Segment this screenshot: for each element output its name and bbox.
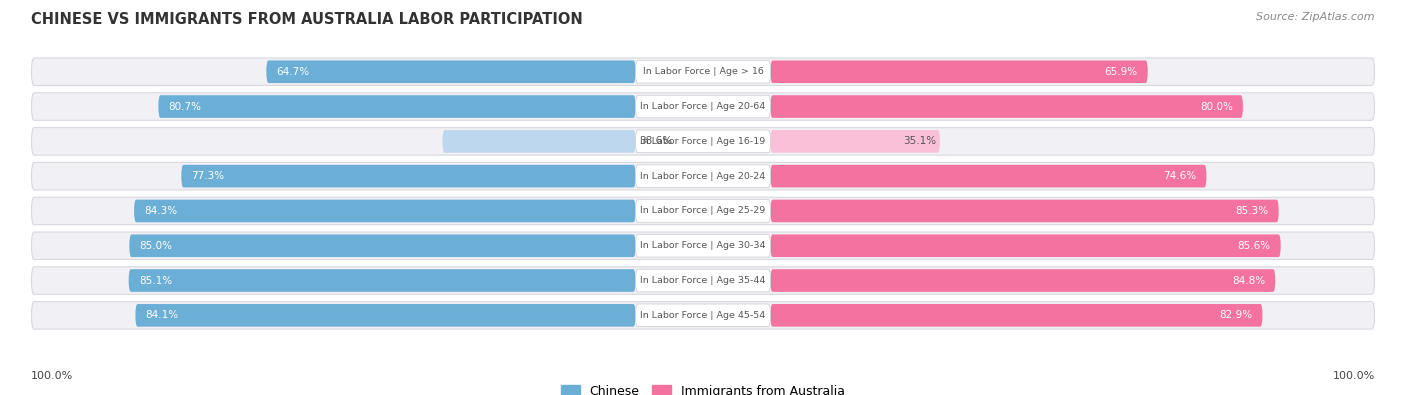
Text: In Labor Force | Age 45-54: In Labor Force | Age 45-54 [640, 311, 766, 320]
FancyBboxPatch shape [770, 60, 1147, 83]
Text: 77.3%: 77.3% [191, 171, 225, 181]
FancyBboxPatch shape [135, 304, 636, 327]
FancyBboxPatch shape [31, 58, 1375, 85]
Text: 85.6%: 85.6% [1237, 241, 1271, 251]
FancyBboxPatch shape [31, 162, 1375, 190]
FancyBboxPatch shape [129, 235, 636, 257]
FancyBboxPatch shape [159, 95, 636, 118]
FancyBboxPatch shape [636, 304, 770, 327]
FancyBboxPatch shape [770, 165, 1206, 188]
Text: 84.3%: 84.3% [145, 206, 177, 216]
FancyBboxPatch shape [636, 269, 770, 292]
Text: 100.0%: 100.0% [31, 371, 73, 381]
FancyBboxPatch shape [31, 128, 1375, 155]
Text: In Labor Force | Age > 16: In Labor Force | Age > 16 [643, 67, 763, 76]
FancyBboxPatch shape [770, 304, 1263, 327]
FancyBboxPatch shape [31, 232, 1375, 260]
FancyBboxPatch shape [636, 235, 770, 257]
FancyBboxPatch shape [770, 199, 1278, 222]
Text: 84.1%: 84.1% [146, 310, 179, 320]
FancyBboxPatch shape [770, 95, 1243, 118]
FancyBboxPatch shape [443, 130, 636, 152]
FancyBboxPatch shape [636, 165, 770, 188]
Legend: Chinese, Immigrants from Australia: Chinese, Immigrants from Australia [561, 385, 845, 395]
Text: In Labor Force | Age 20-64: In Labor Force | Age 20-64 [640, 102, 766, 111]
Text: In Labor Force | Age 25-29: In Labor Force | Age 25-29 [640, 207, 766, 215]
FancyBboxPatch shape [31, 197, 1375, 225]
Text: In Labor Force | Age 30-34: In Labor Force | Age 30-34 [640, 241, 766, 250]
FancyBboxPatch shape [129, 269, 636, 292]
Text: 35.1%: 35.1% [904, 136, 936, 147]
Text: 80.0%: 80.0% [1199, 102, 1233, 111]
Text: 74.6%: 74.6% [1163, 171, 1197, 181]
Text: 85.0%: 85.0% [139, 241, 173, 251]
Text: 38.6%: 38.6% [638, 136, 672, 147]
FancyBboxPatch shape [31, 93, 1375, 120]
Text: 82.9%: 82.9% [1219, 310, 1253, 320]
Text: In Labor Force | Age 20-24: In Labor Force | Age 20-24 [640, 172, 766, 181]
FancyBboxPatch shape [181, 165, 636, 188]
FancyBboxPatch shape [266, 60, 636, 83]
Text: 84.8%: 84.8% [1232, 276, 1265, 286]
Text: 80.7%: 80.7% [169, 102, 201, 111]
FancyBboxPatch shape [636, 60, 770, 83]
Text: 65.9%: 65.9% [1105, 67, 1137, 77]
Text: 64.7%: 64.7% [277, 67, 309, 77]
Text: In Labor Force | Age 16-19: In Labor Force | Age 16-19 [640, 137, 766, 146]
FancyBboxPatch shape [636, 130, 770, 152]
Text: Source: ZipAtlas.com: Source: ZipAtlas.com [1257, 12, 1375, 22]
Text: 100.0%: 100.0% [1333, 371, 1375, 381]
FancyBboxPatch shape [31, 302, 1375, 329]
FancyBboxPatch shape [636, 95, 770, 118]
FancyBboxPatch shape [770, 130, 939, 152]
Text: CHINESE VS IMMIGRANTS FROM AUSTRALIA LABOR PARTICIPATION: CHINESE VS IMMIGRANTS FROM AUSTRALIA LAB… [31, 12, 582, 27]
FancyBboxPatch shape [636, 199, 770, 222]
FancyBboxPatch shape [770, 235, 1281, 257]
FancyBboxPatch shape [134, 199, 636, 222]
Text: 85.1%: 85.1% [139, 276, 172, 286]
FancyBboxPatch shape [31, 267, 1375, 294]
Text: In Labor Force | Age 35-44: In Labor Force | Age 35-44 [640, 276, 766, 285]
FancyBboxPatch shape [770, 269, 1275, 292]
Text: 85.3%: 85.3% [1236, 206, 1268, 216]
